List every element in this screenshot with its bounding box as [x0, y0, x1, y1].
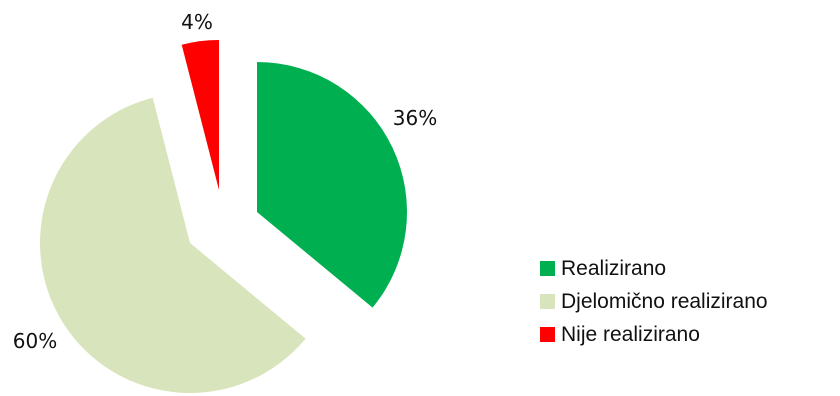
- legend-swatch-djelomicno-realizirano: [540, 294, 555, 309]
- data-label-realizirano: 36%: [393, 106, 437, 130]
- data-label-nije-realizirano: 4%: [181, 10, 213, 34]
- pie-slice-nije-realizirano: [181, 40, 219, 190]
- data-label-djelomicno-realizirano: 60%: [13, 329, 57, 353]
- legend-swatch-nije-realizirano: [540, 327, 555, 342]
- legend-swatch-realizirano: [540, 261, 555, 276]
- pie-slice-realizirano: [257, 62, 408, 308]
- legend-item-nije-realizirano: Nije realizirano: [540, 318, 768, 351]
- data-labels: 36% 60% 4%: [13, 10, 437, 353]
- legend-label-realizirano: Realizirano: [561, 256, 667, 280]
- legend-item-realizirano: Realizirano: [540, 252, 768, 285]
- legend-item-djelomicno-realizirano: Djelomično realizirano: [540, 285, 768, 318]
- pie-slices: [40, 40, 408, 393]
- legend: Realizirano Djelomično realizirano Nije …: [540, 252, 768, 351]
- legend-label-djelomicno-realizirano: Djelomično realizirano: [561, 289, 768, 313]
- pie-slice-djelomicno-realizirano: [40, 97, 306, 393]
- legend-label-nije-realizirano: Nije realizirano: [561, 322, 700, 346]
